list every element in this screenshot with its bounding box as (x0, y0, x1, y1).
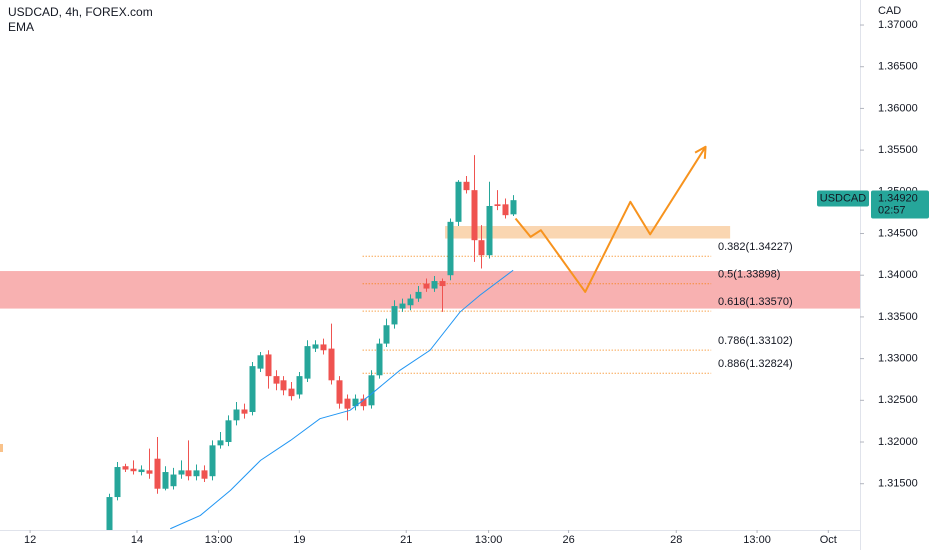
candle-body (280, 380, 287, 391)
candle-body (193, 470, 200, 477)
candle-body (201, 470, 208, 479)
indicator-label: EMA (8, 20, 34, 34)
y-tick-label: 1.31500 (878, 478, 918, 490)
candle-body (502, 204, 509, 216)
candle-body (376, 343, 383, 376)
candle-body (241, 409, 248, 414)
candle-body (233, 409, 240, 421)
forecast-path (514, 146, 707, 293)
candle-body (391, 306, 398, 325)
price-tag (871, 190, 929, 219)
candle-body (178, 470, 185, 475)
y-tick-label: 1.35500 (878, 144, 918, 156)
candle-body (273, 376, 280, 384)
candle-body (185, 470, 192, 477)
x-tick-label: 26 (562, 534, 574, 546)
candle-body (352, 398, 359, 407)
zone (445, 226, 731, 239)
candle-body (407, 298, 414, 306)
candle-body (431, 281, 438, 289)
candle-body (447, 221, 454, 276)
candle-body (154, 458, 161, 489)
candle-body (336, 380, 343, 404)
candle-body (114, 467, 121, 498)
candle-body (383, 325, 390, 344)
x-tick-label: Oct (820, 534, 837, 546)
left-edge-marker (0, 444, 3, 452)
candle-body (463, 181, 470, 191)
ema-line (170, 269, 514, 530)
candle-body (510, 200, 517, 215)
y-tick-label: 1.32500 (878, 394, 918, 406)
candle-body (162, 472, 169, 489)
y-tick-label: 1.32000 (878, 436, 918, 448)
candle-body (328, 348, 335, 381)
forecast-arrowhead (694, 145, 707, 159)
candle-body (249, 366, 256, 412)
chart-title: USDCAD, 4h, FOREX.com (8, 5, 153, 19)
candle-body (494, 204, 501, 206)
candle-body (486, 205, 493, 256)
y-tick-label: 1.34000 (878, 269, 918, 281)
candle-body (320, 344, 327, 351)
zone (0, 271, 860, 309)
candle-body (478, 240, 485, 256)
candle-body (265, 354, 272, 377)
y-tick-label: 1.36000 (878, 102, 918, 114)
y-tick-label: 1.33000 (878, 353, 918, 365)
candle-body (415, 291, 422, 299)
candle-body (257, 355, 264, 369)
candle-body (138, 469, 145, 473)
candle-body (360, 398, 367, 407)
x-tick-label: 19 (293, 534, 305, 546)
y-tick-label: 1.33500 (878, 311, 918, 323)
candle-body (368, 375, 375, 406)
x-tick-label: 28 (670, 534, 682, 546)
candle-body (423, 283, 430, 289)
x-tick-label: 12 (24, 534, 36, 546)
plot-area: 0.382(1.34227) 0.5(1.33898) 0.618(1.33570)… (0, 145, 860, 530)
candle-body (130, 468, 137, 472)
x-tick-label: 13:00 (475, 534, 503, 546)
candle-body (225, 420, 232, 443)
candle-body (146, 470, 153, 474)
currency-label: CAD (878, 5, 901, 17)
x-tick-label: 13:00 (205, 534, 233, 546)
candle-body (296, 376, 303, 395)
candle-body (288, 388, 295, 397)
candle-body (439, 281, 446, 287)
candle-body (106, 497, 113, 530)
candle-body (209, 445, 216, 477)
y-tick-label: 1.34500 (878, 227, 918, 239)
candle-body (455, 181, 462, 222)
fib-label: 0.618(1.33570) (718, 296, 793, 308)
fib-label: 0.5(1.33898) (718, 269, 780, 281)
x-tick-label: 13:00 (743, 534, 771, 546)
candle-body (304, 346, 311, 379)
candle-body (344, 398, 351, 409)
fib-label: 0.886(1.32824) (718, 358, 793, 370)
x-tick-label: 21 (400, 534, 412, 546)
price-tag-label: 1.34920 (878, 192, 918, 204)
candle-body (122, 466, 129, 470)
candle-body (399, 303, 406, 309)
y-tick-label: 1.36500 (878, 61, 918, 73)
fib-label: 0.382(1.34227) (718, 241, 793, 253)
candle-body (170, 474, 177, 487)
y-tick-label: 1.37000 (878, 19, 918, 31)
candle-body (217, 440, 224, 446)
symbol-tag-label: USDCAD (820, 192, 867, 204)
fib-label: 0.786(1.33102) (718, 335, 793, 347)
candle-body (312, 344, 319, 349)
symbol-tag (817, 190, 869, 207)
countdown-label: 02:57 (878, 204, 906, 216)
x-tick-label: 14 (131, 534, 143, 546)
candle-body (471, 190, 478, 241)
